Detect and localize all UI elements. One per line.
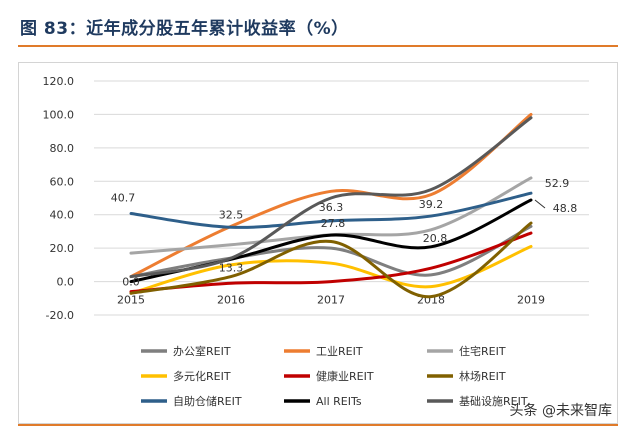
chart-frame: -20.0 0.0 20.0 40.0 60.0 80.0 100.0 120.0 2015 2… [18,62,618,424]
y-tick-label: 0.0 [57,276,75,289]
data-label: 39.2 [419,198,444,211]
x-tick-label: 2015 [117,294,145,307]
series-line-4 [129,231,533,294]
data-label: 48.8 [553,202,578,215]
y-tick-label: 40.0 [50,209,75,222]
legend-label: 基础设施REIT [459,395,528,408]
watermark-text: 头条 @未来智库 [509,403,612,419]
y-tick-label: -20.0 [46,309,74,322]
data-labels: 40.7 32.5 36.3 39.2 52.9 0.0 13.3 27.8 20.8 48.8 [111,177,578,288]
data-label: 13.3 [219,261,244,274]
data-label: 36.3 [319,201,344,214]
series-line-6 [129,191,533,229]
series-line-1 [129,112,533,279]
y-tick-label: 80.0 [50,142,75,155]
y-tick-label: 100.0 [43,108,75,121]
legend-label: 自助仓储REIT [173,394,242,408]
x-tick-label: 2019 [517,294,545,307]
y-tick-label: 60.0 [50,175,75,188]
series-line-0 [129,224,533,279]
legend-label: 住宅REIT [459,344,506,358]
title-divider [18,45,618,47]
bottom-divider [18,424,618,426]
y-axis-ticks: -20.0 0.0 20.0 40.0 60.0 80.0 100.0 120.0 [43,75,75,322]
x-tick-label: 2017 [317,294,345,307]
legend-label: 工业REIT [316,345,363,358]
legend: 办公室REIT 工业REIT 住宅REIT 多元化REIT 健康业REIT 林场REIT 自… [141,344,528,408]
x-tick-label: 2016 [217,294,245,307]
line-chart: -20.0 0.0 20.0 40.0 60.0 80.0 100.0 120.0 2015 2… [43,75,589,408]
series-line-8 [129,116,533,279]
legend-label: 办公室REIT [173,344,231,358]
data-label: 27.8 [321,217,346,230]
legend-label: 多元化REIT [173,369,231,383]
data-label: 20.8 [423,232,448,245]
legend-label: 健康业REIT [316,369,374,383]
label-leader-line [534,199,546,209]
data-label: 32.5 [219,208,244,221]
legend-label: 林场REIT [459,369,506,383]
y-tick-label: 120.0 [43,75,75,88]
page-title: 图 83：近年成分股五年累计收益率（%） [20,19,349,39]
data-label: 0.0 [122,276,140,289]
y-tick-label: 20.0 [50,242,75,255]
x-axis-ticks: 2015 2016 2017 2018 2019 [117,294,545,307]
data-label: 40.7 [111,192,136,205]
watermark: 头条 @未来智库 [510,400,612,420]
series-lines [129,112,533,299]
series-line-5 [129,221,533,299]
data-label: 52.9 [545,177,570,190]
series-line-3 [129,244,533,295]
legend-label: All REITs [316,395,362,408]
